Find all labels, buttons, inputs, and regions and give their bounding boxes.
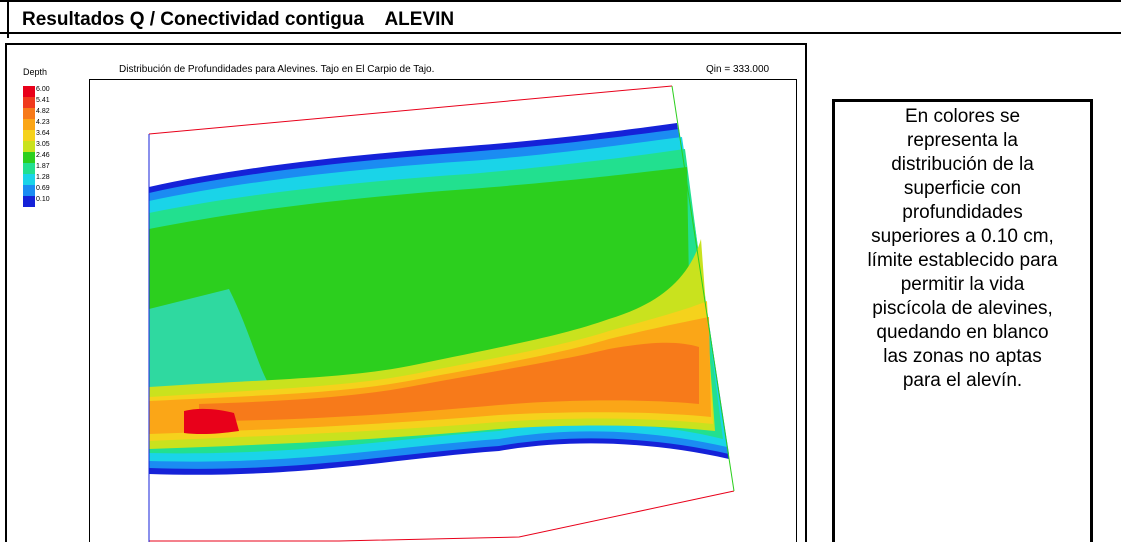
legend-label: 5.41 bbox=[36, 97, 50, 104]
note-line: profundidades bbox=[902, 202, 1023, 223]
domain-boundary-red bbox=[148, 85, 673, 135]
legend-label: 3.64 bbox=[36, 130, 50, 137]
legend-swatch-8 bbox=[23, 174, 35, 185]
note-line: En colores se bbox=[904, 106, 1021, 127]
legend-swatch-3 bbox=[23, 119, 35, 130]
legend-swatch-7 bbox=[23, 163, 35, 174]
legend-swatch-2 bbox=[23, 108, 35, 119]
domain-boundary-red-bottom bbox=[149, 490, 735, 542]
explanation-box: En colores se representa la distribución… bbox=[832, 99, 1093, 542]
band-left-teal bbox=[149, 289, 269, 391]
qin-label: Qin = 333.000 bbox=[706, 64, 770, 75]
legend-label: 3.05 bbox=[36, 141, 50, 148]
domain-boundary-green bbox=[671, 85, 735, 492]
plot-title: Distribución de Profundidades para Alevi… bbox=[119, 64, 435, 75]
band-2.46 bbox=[149, 167, 689, 391]
band-6.00 bbox=[184, 408, 239, 435]
legend-swatch-9 bbox=[23, 185, 35, 196]
note-line: las zonas no aptas bbox=[883, 346, 1042, 367]
legend-label: 1.87 bbox=[36, 163, 50, 170]
note-line: para el alevín. bbox=[902, 370, 1023, 391]
legend-swatch-1 bbox=[23, 97, 35, 108]
note-line: representa la bbox=[907, 130, 1018, 151]
legend-label: 6.00 bbox=[36, 86, 50, 93]
plot-frame bbox=[89, 79, 797, 542]
legend-swatch-5 bbox=[23, 141, 35, 152]
note-line: superficie con bbox=[903, 178, 1022, 199]
note-line: permitir la vida bbox=[900, 274, 1025, 295]
header-bar: Resultados Q / Conectividad contigua ALE… bbox=[0, 0, 1121, 38]
band-4.82 bbox=[199, 342, 699, 421]
legend-label: 4.23 bbox=[36, 119, 50, 126]
note-line: piscícola de alevines, bbox=[872, 298, 1053, 319]
note-line: quedando en blanco bbox=[876, 322, 1049, 343]
note-line: superiores a 0.10 cm, bbox=[871, 226, 1054, 247]
legend-label: 4.82 bbox=[36, 108, 50, 115]
depth-map bbox=[148, 85, 735, 542]
legend-swatch-4 bbox=[23, 130, 35, 141]
legend-swatch-6 bbox=[23, 152, 35, 163]
river-bands bbox=[149, 123, 729, 475]
note-line: límite establecido para bbox=[867, 250, 1058, 271]
legend-title: Depth bbox=[23, 67, 48, 77]
legend-label: 0.10 bbox=[36, 196, 50, 203]
page-title: Resultados Q / Conectividad contigua ALE… bbox=[22, 9, 455, 30]
legend-label: 2.46 bbox=[36, 152, 50, 159]
note-line: distribución de la bbox=[891, 154, 1034, 175]
legend-label: 1.28 bbox=[36, 174, 50, 181]
legend-label: 0.69 bbox=[36, 185, 50, 192]
legend-swatch-0 bbox=[23, 86, 35, 97]
legend-swatch-10 bbox=[23, 196, 35, 207]
header-left-border bbox=[7, 2, 9, 38]
